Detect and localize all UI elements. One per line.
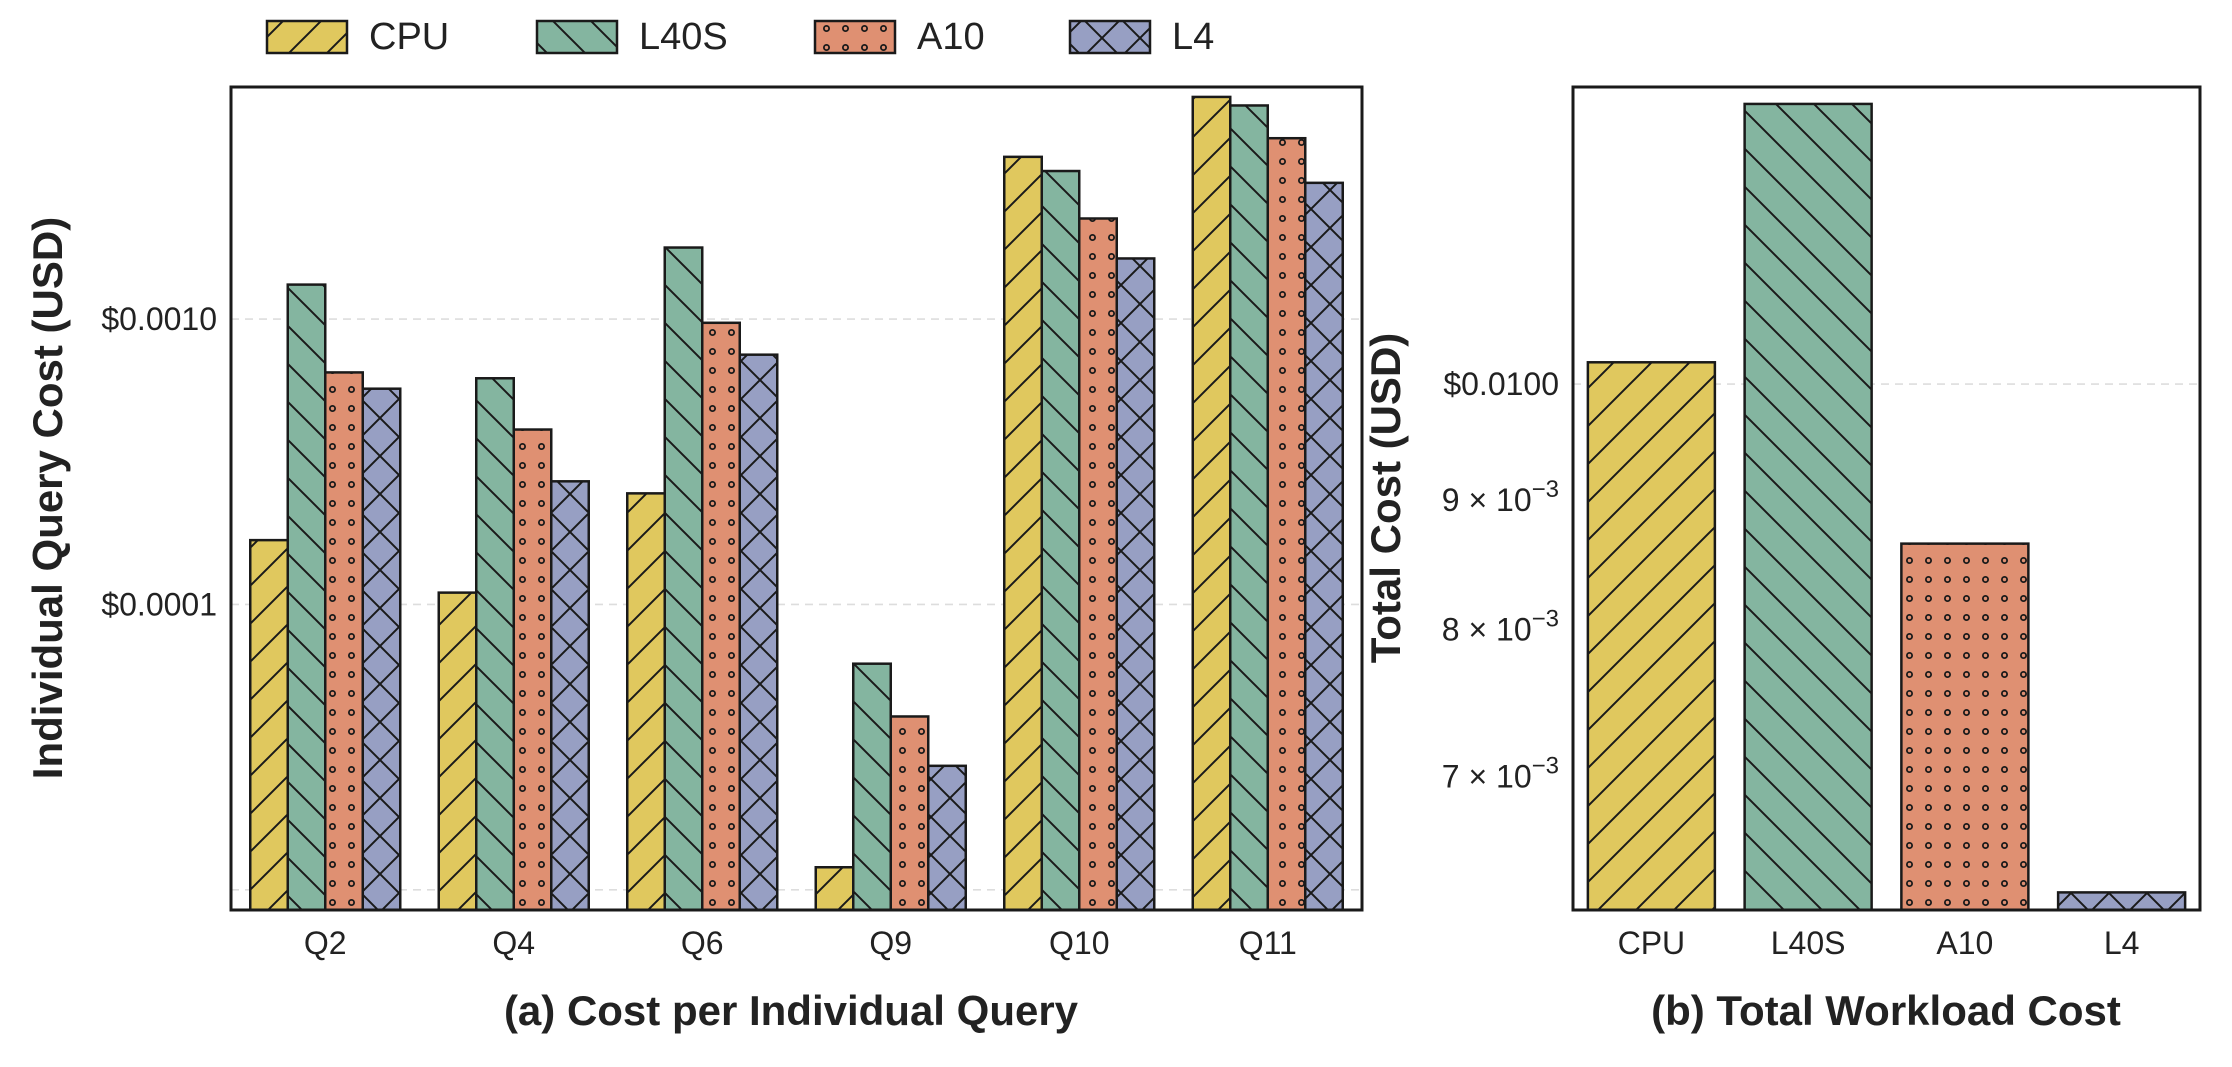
legend-item-a10: A10: [813, 16, 985, 58]
panel-b-caption: (b) Total Workload Cost: [1651, 987, 2121, 1034]
bar-q4-a10: [512, 428, 553, 912]
panel-a-x-tick-q6: Q6: [681, 925, 724, 961]
bar-q11-l4: [1304, 181, 1344, 912]
panel-b-x-tick-l40s: L40S: [1771, 925, 1846, 961]
panel-b-y-tick-label: 9 × 10−3: [1442, 476, 1559, 518]
panel-a-individual-query-cost: $0.0001 $0.0010 Q2 Q4 Q6 Q9 Q10 Q11 Individual…: [24, 85, 1364, 1034]
bar-q6-l40s: [663, 246, 704, 912]
total-bar-a10: [1900, 542, 2030, 912]
panel-b-x-tick-a10: A10: [1936, 925, 1993, 961]
bar-q6-l4: [738, 353, 779, 912]
panel-a-y-axis-label: Individual Query Cost (USD): [24, 217, 71, 779]
bar-q10-a10: [1078, 217, 1118, 912]
panel-a-y-ticks: $0.0001 $0.0010: [101, 301, 217, 622]
panel-b-x-tick-cpu: CPU: [1618, 925, 1686, 961]
total-bar-cpu: [1586, 361, 1717, 912]
legend-label-l4: L4: [1172, 16, 1214, 58]
bar-q2-a10: [324, 371, 364, 912]
bar-q9-cpu: [814, 866, 855, 912]
legend-swatch-l4: [1068, 19, 1152, 55]
panel-b-total-workload-cost: 7 × 10−3 8 × 10−3 9 × 10−3 $0.0100 CPU L40S A…: [1362, 85, 2202, 1034]
legend-label-a10: A10: [917, 16, 985, 58]
panel-a-bars: [249, 95, 1344, 912]
total-bar-l4: [2056, 891, 2187, 912]
panel-b-y-tick-label: 7 × 10−3: [1442, 752, 1559, 794]
panel-b-y-tick-label: 8 × 10−3: [1442, 606, 1559, 648]
bar-q11-l40s: [1229, 104, 1269, 912]
bar-q2-l4: [361, 387, 402, 912]
total-bar-l40s: [1743, 102, 1873, 912]
panel-a-x-tick-q2: Q2: [304, 925, 347, 961]
panel-a-y-tick-label: $0.0010: [101, 301, 217, 337]
bar-q6-a10: [701, 321, 741, 912]
panel-a-x-tick-q9: Q9: [869, 925, 912, 961]
bar-q6-cpu: [626, 492, 666, 912]
bar-q10-cpu: [1003, 155, 1043, 912]
bar-q11-a10: [1266, 136, 1307, 912]
bar-q11-cpu: [1191, 95, 1232, 912]
bar-q2-l40s: [286, 283, 327, 912]
panel-b-x-ticks: CPU L40S A10 L4: [1618, 925, 2140, 961]
legend-item-cpu: CPU: [265, 16, 449, 58]
panel-a-frame: [229, 85, 1364, 912]
panel-b-x-tick-l4: L4: [2104, 925, 2140, 961]
panel-a-gridlines: [231, 318, 1362, 891]
legend-item-l40s: L40S: [535, 16, 728, 58]
panel-b-bars: [1586, 102, 2187, 912]
bar-q9-a10: [889, 715, 930, 912]
panel-b-frame: [1571, 85, 2202, 912]
panel-a-y-tick-label: $0.0001: [101, 586, 217, 622]
bar-q10-l4: [1115, 257, 1156, 912]
bar-q4-cpu: [437, 591, 478, 912]
bar-q2-cpu: [249, 538, 289, 912]
panel-b-y-ticks: 7 × 10−3 8 × 10−3 9 × 10−3 $0.0100: [1442, 366, 1559, 794]
panel-b-y-tick-label: $0.0100: [1443, 366, 1559, 402]
panel-a-x-tick-q10: Q10: [1049, 925, 1109, 961]
legend-label-l40s: L40S: [639, 16, 728, 58]
bar-q9-l4: [927, 764, 967, 912]
legend-item-l4: L4: [1068, 16, 1214, 58]
bar-q9-l40s: [852, 662, 892, 912]
legend: CPU L40S A10 L4: [265, 16, 1214, 58]
legend-swatch-cpu: [265, 19, 349, 55]
bar-q4-l4: [550, 480, 590, 912]
panel-a-caption: (a) Cost per Individual Query: [504, 987, 1079, 1034]
panel-b-y-axis-label: Total Cost (USD): [1362, 333, 1409, 664]
panel-a-x-tick-q4: Q4: [492, 925, 535, 961]
legend-swatch-a10: [813, 19, 897, 55]
legend-swatch-l40s: [535, 19, 619, 55]
panel-a-x-tick-q11: Q11: [1239, 925, 1297, 961]
bar-q10-l40s: [1040, 169, 1081, 912]
legend-label-cpu: CPU: [369, 16, 449, 58]
panel-a-x-ticks: Q2 Q4 Q6 Q9 Q10 Q11: [304, 925, 1297, 961]
bar-q4-l40s: [475, 377, 515, 912]
